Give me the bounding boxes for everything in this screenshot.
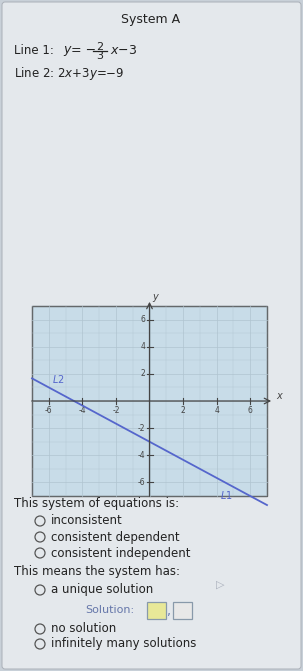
Text: -6: -6: [138, 478, 145, 487]
Text: Line 1:: Line 1:: [14, 44, 58, 58]
Text: This means the system has:: This means the system has:: [14, 564, 180, 578]
Text: -4: -4: [138, 451, 145, 460]
Text: Line 2: $2x$+$3y$=−9: Line 2: $2x$+$3y$=−9: [14, 64, 125, 81]
Text: $x$: $x$: [276, 391, 284, 401]
Text: 4: 4: [141, 342, 145, 351]
Text: $y$: $y$: [63, 44, 73, 58]
Text: a unique solution: a unique solution: [51, 584, 153, 597]
Text: -6: -6: [45, 406, 53, 415]
Text: consistent independent: consistent independent: [51, 546, 191, 560]
Text: ▷: ▷: [216, 580, 224, 590]
Text: -2: -2: [112, 406, 120, 415]
Text: -4: -4: [78, 406, 86, 415]
Text: Solution:: Solution:: [85, 605, 134, 615]
Text: 6: 6: [141, 315, 145, 324]
Text: $y$: $y$: [152, 292, 161, 304]
Text: 2: 2: [141, 369, 145, 378]
Text: 4: 4: [214, 406, 219, 415]
Text: consistent dependent: consistent dependent: [51, 531, 180, 544]
Text: $x$−3: $x$−3: [110, 44, 137, 58]
Text: 3: 3: [96, 51, 104, 61]
FancyBboxPatch shape: [172, 601, 191, 619]
FancyBboxPatch shape: [32, 306, 267, 496]
FancyBboxPatch shape: [146, 601, 165, 619]
Text: inconsistent: inconsistent: [51, 515, 123, 527]
Text: $L1$: $L1$: [220, 489, 233, 501]
Text: -2: -2: [138, 423, 145, 433]
Text: This system of equations is:: This system of equations is:: [14, 497, 179, 509]
Text: = −: = −: [71, 44, 96, 58]
Text: 6: 6: [248, 406, 253, 415]
Text: 2: 2: [96, 42, 104, 52]
Text: ,: ,: [167, 605, 171, 619]
Text: $L2$: $L2$: [52, 373, 65, 385]
Text: System A: System A: [122, 13, 181, 26]
Text: no solution: no solution: [51, 623, 116, 635]
Text: 2: 2: [181, 406, 185, 415]
Text: infinitely many solutions: infinitely many solutions: [51, 637, 196, 650]
